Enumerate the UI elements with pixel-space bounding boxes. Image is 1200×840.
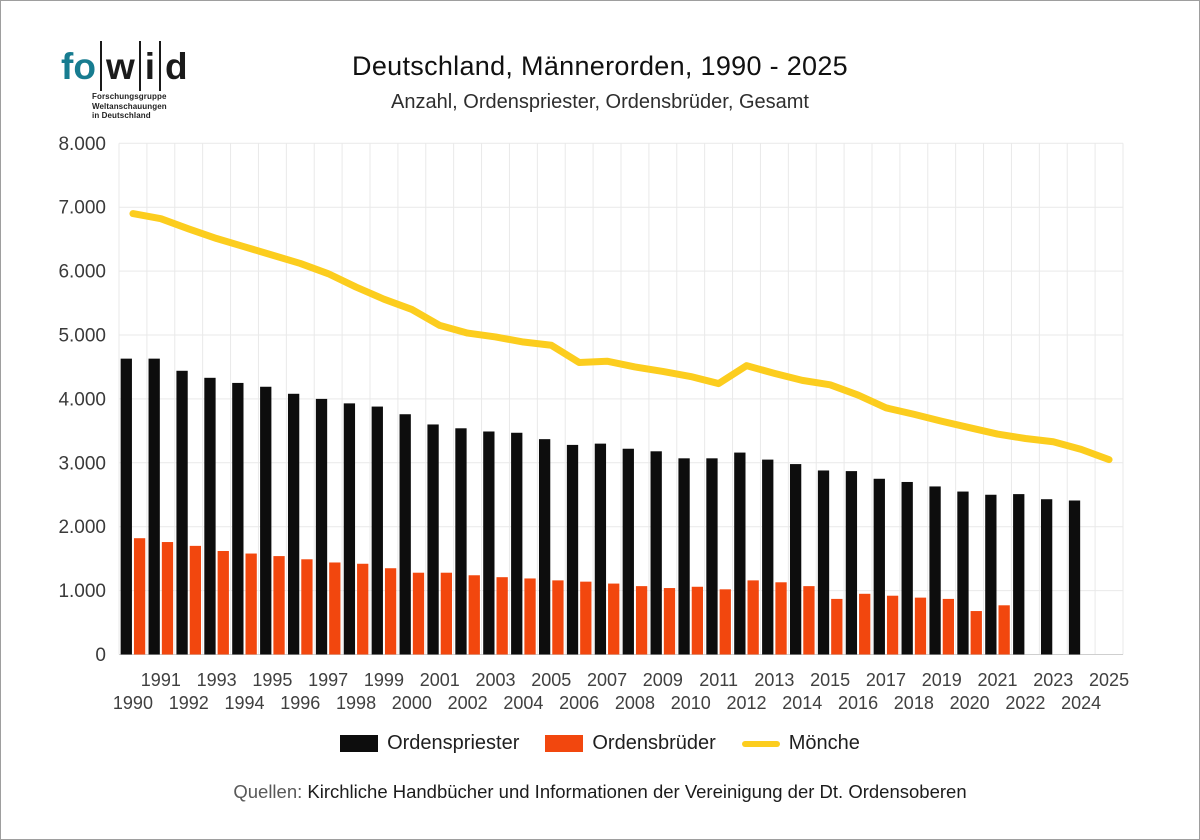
svg-text:2018: 2018 [894,693,934,713]
logo-letters-fo: fo [61,45,96,87]
chart-legend: Ordenspriester Ordensbrüder Mönche [1,732,1199,755]
logo-divider-icon [159,41,161,91]
svg-text:1.000: 1.000 [58,581,106,602]
svg-text:1992: 1992 [169,693,209,713]
svg-text:2010: 2010 [671,693,711,713]
svg-text:3.000: 3.000 [58,453,106,474]
legend-label: Ordenspriester [387,732,520,754]
legend-item-ordensbrueder: Ordensbrüder [545,732,716,755]
svg-text:2003: 2003 [475,670,515,690]
svg-text:2013: 2013 [754,670,794,690]
logo-letter-w: w [105,45,135,87]
svg-text:2024: 2024 [1061,693,1101,713]
tagline-line-2: Weltanschauungen [92,101,167,111]
legend-item-ordenspriester: Ordenspriester [340,732,519,755]
svg-text:2.000: 2.000 [58,517,106,538]
svg-text:2009: 2009 [643,670,683,690]
svg-text:2006: 2006 [559,693,599,713]
svg-text:8.000: 8.000 [58,134,106,155]
moenche-line-swatch-icon [741,740,780,747]
legend-item-moenche: Mönche [741,732,860,755]
svg-text:2014: 2014 [782,693,822,713]
svg-text:4.000: 4.000 [58,389,106,410]
logo-letter-i: i [144,45,155,87]
legend-label: Ordensbrüder [592,732,716,754]
page-subtitle: Anzahl, Ordenspriester, Ordensbrüder, Ge… [391,91,809,113]
svg-text:2005: 2005 [531,670,571,690]
svg-text:2015: 2015 [810,670,850,690]
source-label: Quellen: [233,781,303,802]
svg-text:2008: 2008 [615,693,655,713]
logo-tagline: Forschungsgruppe Weltanschauungen in Deu… [92,92,188,121]
svg-text:2020: 2020 [950,693,990,713]
fowid-logo: fo w i d Forschungsgruppe Weltanschauung… [61,41,188,121]
svg-text:1994: 1994 [224,693,264,713]
page-title: Deutschland, Männerorden, 1990 - 2025 [352,51,848,81]
source-text: Kirchliche Handbücher und Informationen … [307,781,967,802]
chart-header: Deutschland, Männerorden, 1990 - 2025 An… [1,51,1199,114]
svg-text:2007: 2007 [587,670,627,690]
svg-text:2004: 2004 [503,693,543,713]
logo-divider-icon [99,41,102,91]
svg-text:2001: 2001 [420,670,460,690]
svg-text:2017: 2017 [866,670,906,690]
tagline-line-3: in Deutschland [92,111,151,120]
legend-label: Mönche [788,732,860,754]
svg-text:0: 0 [95,645,106,666]
svg-text:1993: 1993 [197,670,237,690]
svg-text:1998: 1998 [336,693,376,713]
tagline-line-1: Forschungsgruppe [92,92,167,101]
fowid-wordmark: fo w i d [61,41,188,91]
svg-text:2000: 2000 [392,693,432,713]
svg-text:2012: 2012 [726,693,766,713]
svg-text:2002: 2002 [448,693,488,713]
ordenspriester-swatch-icon [340,735,379,752]
svg-text:1995: 1995 [252,670,292,690]
logo-divider-icon [138,41,141,91]
svg-text:2025: 2025 [1089,670,1129,690]
logo-letter-d: d [165,45,188,87]
svg-text:5.000: 5.000 [58,326,106,347]
svg-text:1999: 1999 [364,670,404,690]
svg-text:2019: 2019 [922,670,962,690]
svg-text:2016: 2016 [838,693,878,713]
ordensbrueder-swatch-icon [545,735,584,752]
svg-text:2011: 2011 [699,670,738,690]
svg-text:1996: 1996 [280,693,320,713]
svg-text:1990: 1990 [113,693,153,713]
source-note: Quellen: Kirchliche Handbücher und Infor… [1,781,1199,803]
svg-text:6.000: 6.000 [58,262,106,283]
svg-text:2023: 2023 [1033,670,1073,690]
svg-text:2022: 2022 [1005,693,1045,713]
svg-text:2021: 2021 [977,670,1017,690]
svg-text:1997: 1997 [308,670,348,690]
svg-text:7.000: 7.000 [58,198,106,219]
svg-text:1991: 1991 [141,670,181,690]
